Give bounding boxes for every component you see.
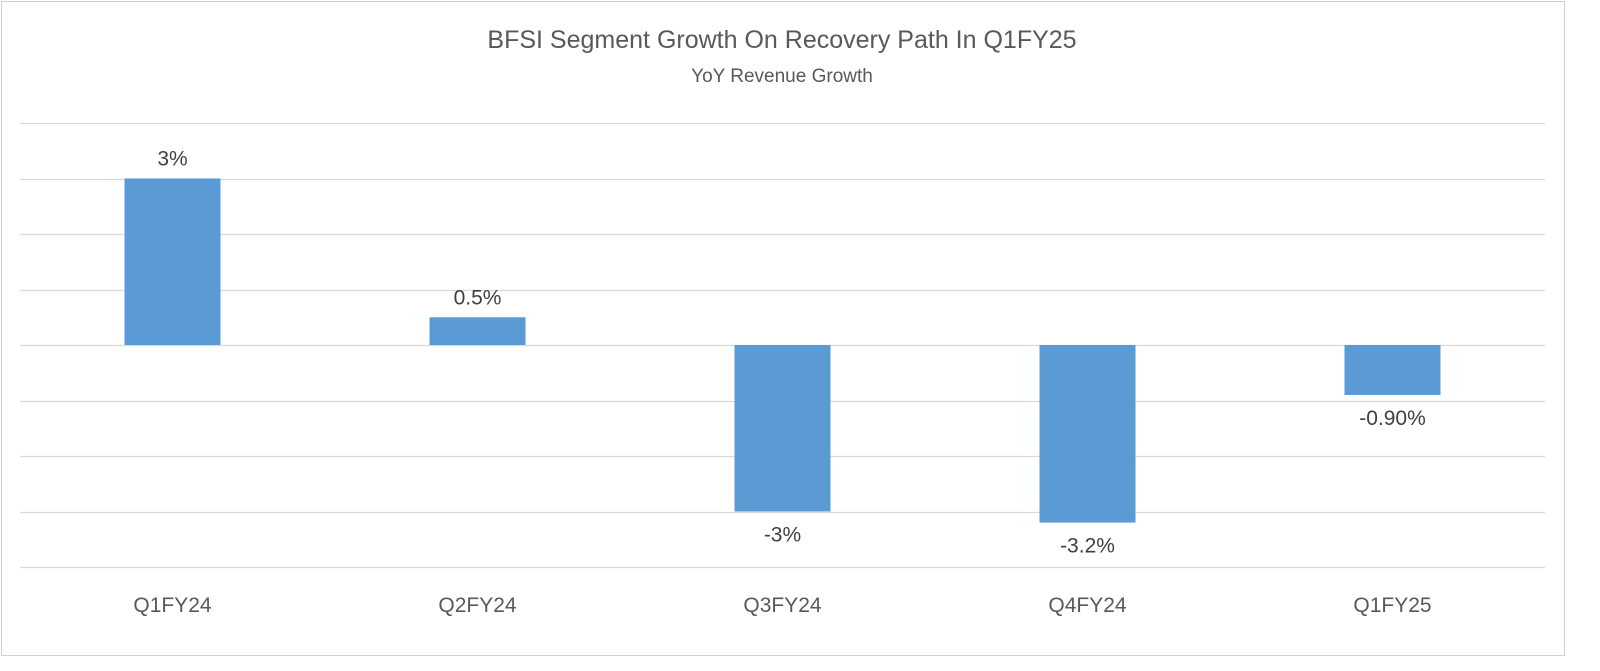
x-tick-label: Q1FY24 <box>133 594 212 617</box>
data-labels: 3% 0.5% -3% -3.2% -0.90% <box>157 148 1425 558</box>
gridlines <box>20 122 1545 569</box>
x-tick-label: Q3FY24 <box>743 594 822 617</box>
data-label-q4fy24: -3.2% <box>1060 535 1115 558</box>
data-label-q3fy24: -3% <box>764 524 801 547</box>
bar-q1fy24 <box>124 178 221 345</box>
x-axis-ticks: Q1FY24 Q2FY24 Q3FY24 Q4FY24 Q1FY25 <box>133 594 1431 617</box>
chart-subtitle: YoY Revenue Growth <box>691 66 873 87</box>
data-label-q1fy25: -0.90% <box>1359 407 1426 430</box>
x-tick-label: Q4FY24 <box>1048 594 1127 617</box>
bar-q3fy24 <box>734 345 831 512</box>
bar-q2fy24 <box>429 317 526 345</box>
bar-q1fy25 <box>1344 345 1441 395</box>
chart-title: BFSI Segment Growth On Recovery Path In … <box>487 26 1076 54</box>
data-label-q2fy24: 0.5% <box>454 286 502 309</box>
data-label-q1fy24: 3% <box>157 148 187 171</box>
x-tick-label: Q1FY25 <box>1353 594 1431 617</box>
bars <box>124 178 1441 523</box>
chart-frame <box>1 1 1565 656</box>
bar-q4fy24 <box>1039 345 1136 523</box>
x-tick-label: Q2FY24 <box>438 594 517 617</box>
